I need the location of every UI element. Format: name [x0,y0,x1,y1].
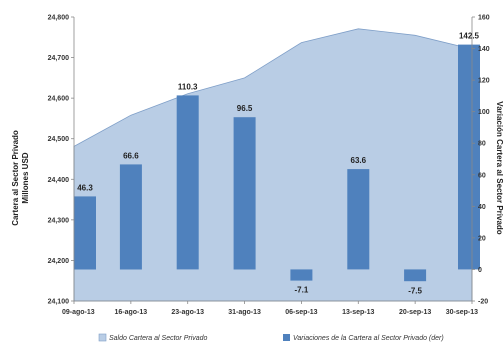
bar-variacion-3 [176,95,199,270]
legend: Saldo Cartera al Sector Privado Variacio… [98,333,444,342]
x-tick-label-1: 16-ago-13 [115,309,148,316]
y-axis-title-left-line1: Cartera al Sector Privado [11,130,20,226]
data-label-5: -7.1 [295,286,309,295]
y-tick-label-left-2: 24,300 [48,217,70,224]
x-tick-label-5: 13-sep-13 [342,309,374,316]
bar-variacion-5 [290,269,313,281]
x-tick-label-2: 23-ago-13 [171,309,204,316]
y-tick-label-right-4: 60 [478,172,486,179]
data-label-6: 63.6 [351,156,367,165]
y-tick-label-right-8: 140 [478,46,490,53]
legend-swatch-bar [283,334,290,341]
bar-variacion-7 [404,269,427,282]
y-tick-label-left-0: 24,100 [48,299,70,306]
y-tick-label-left-1: 24,200 [48,258,70,265]
bar-variacion-6 [347,169,370,270]
y-tick-label-right-0: -20 [478,299,488,306]
y-axis-title-left-line2: Millones USD [21,152,30,203]
y-tick-label-right-2: 20 [478,235,486,242]
legend-swatch-area [98,333,107,342]
y-tick-label-right-9: 160 [478,15,490,22]
data-label-1: 46.3 [77,183,93,192]
data-label-7: -7.5 [408,286,422,295]
y-tick-label-right-5: 80 [478,141,486,148]
data-label-4: 96.5 [237,104,253,113]
y-tick-label-right-3: 40 [478,204,486,211]
y-axis-title-right: Variación Cartera al Sector Privado [495,101,503,235]
y-tick-label-right-7: 120 [478,78,490,85]
y-tick-label-right-1: 0 [478,267,482,274]
data-label-3: 110.3 [178,82,198,91]
data-label-2: 66.6 [123,151,139,160]
y-tick-label-left-6: 24,700 [48,55,70,62]
x-tick-label-6: 20-sep-13 [399,309,431,316]
bar-variacion-8 [458,44,480,270]
legend-label-bar: Variaciones de la Cartera al Sector Priv… [293,335,444,342]
legend-label-area: Saldo Cartera al Sector Privado [109,335,208,342]
label-layer: 46.3 66.6 110.3 96.5 -7.1 63.6 -7.5 142.5 [77,32,479,296]
bar-variacion-1 [74,196,96,270]
y-tick-label-right-6: 100 [478,109,490,116]
y-tick-label-left-4: 24,500 [48,136,70,143]
data-label-8: 142.5 [459,32,480,41]
y-tick-label-left-5: 24,600 [48,96,70,103]
bar-layer [74,44,480,282]
x-tick-label-0: 09-ago-13 [62,309,95,316]
axis-layer: 24,100 24,200 24,300 24,400 24,500 24,600 24,7… [48,15,490,317]
bar-variacion-4 [233,117,256,270]
y-tick-label-left-3: 24,400 [48,177,70,184]
x-tick-label-7: 30-sep-13 [446,309,478,316]
bar-variacion-2 [119,164,142,270]
y-tick-label-left-7: 24,800 [48,15,70,22]
x-tick-label-3: 31-ago-13 [228,309,261,316]
x-tick-label-4: 06-sep-13 [285,309,317,316]
